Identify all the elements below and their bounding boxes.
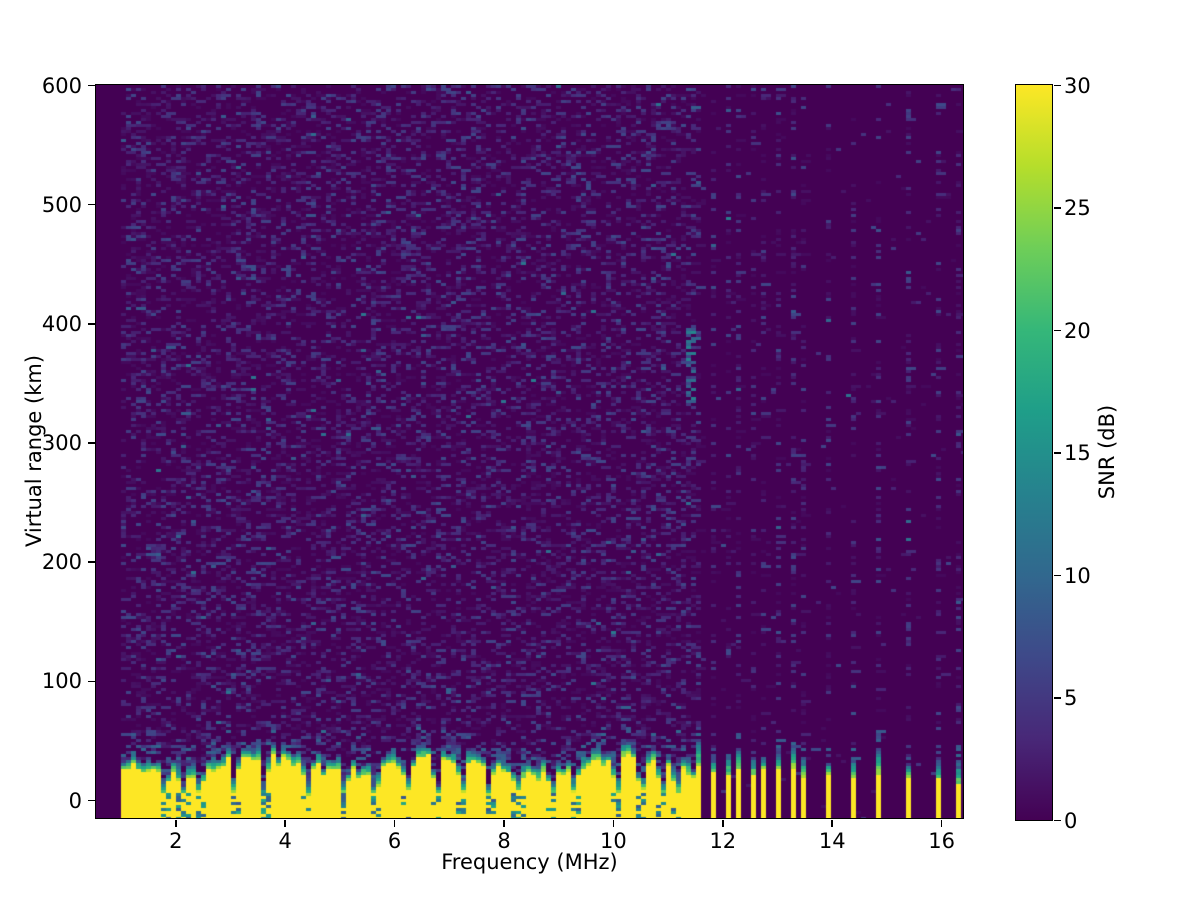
- colorbar-tick-label: 25: [1064, 196, 1091, 220]
- x-tick-label: 6: [387, 829, 402, 853]
- y-axis-label: Virtual range (km): [22, 354, 46, 548]
- colorbar-tick-label: 15: [1064, 441, 1091, 465]
- x-tick-label: 10: [600, 829, 627, 853]
- colorbar-tick-mark: [1054, 329, 1061, 332]
- y-tick-mark: [88, 680, 95, 683]
- y-tick-label: 400: [41, 311, 82, 336]
- colorbar-label: SNR (dB): [1095, 404, 1119, 500]
- colorbar-tick-label: 30: [1064, 73, 1091, 98]
- x-tick-label: 4: [278, 829, 292, 853]
- x-tick-mark: [284, 820, 286, 827]
- x-axis-label: Frequency (MHz): [441, 850, 618, 874]
- y-tick-label: 100: [41, 669, 82, 694]
- x-tick-label: 14: [818, 829, 846, 853]
- x-tick-mark: [722, 820, 724, 827]
- y-tick-label: 600: [41, 73, 82, 98]
- x-tick-mark: [503, 820, 505, 827]
- x-tick-mark: [612, 820, 615, 827]
- x-tick-mark: [831, 820, 833, 827]
- colorbar-gradient: [1016, 85, 1052, 820]
- colorbar-tick-label: 0: [1064, 808, 1078, 833]
- colorbar-tick-mark: [1054, 84, 1061, 87]
- y-tick-mark: [88, 561, 95, 563]
- colorbar-tick-label: 5: [1064, 686, 1078, 710]
- x-tick-mark: [175, 820, 177, 827]
- y-tick-mark: [88, 323, 95, 325]
- y-tick-label: 0: [68, 788, 82, 813]
- y-tick-mark: [88, 84, 95, 87]
- y-tick-mark: [88, 799, 95, 802]
- x-tick-label: 2: [169, 829, 183, 853]
- x-tick-mark: [393, 820, 396, 827]
- ionogram-heatmap-canvas: [96, 85, 963, 818]
- x-tick-mark: [940, 820, 943, 827]
- x-tick-label: 8: [497, 829, 511, 853]
- colorbar-tick-label: 10: [1064, 563, 1091, 588]
- colorbar-tick-label: 20: [1064, 318, 1091, 343]
- x-tick-label: 12: [709, 829, 737, 853]
- colorbar-tick-mark: [1054, 452, 1061, 454]
- colorbar: [1015, 84, 1053, 821]
- y-tick-mark: [88, 203, 95, 206]
- x-tick-label: 16: [928, 829, 955, 853]
- y-tick-label: 300: [41, 431, 82, 456]
- colorbar-tick-mark: [1054, 697, 1061, 699]
- colorbar-tick-mark: [1054, 819, 1061, 822]
- colorbar-tick-mark: [1054, 574, 1061, 577]
- y-tick-label: 500: [41, 192, 82, 217]
- y-tick-mark: [88, 442, 95, 444]
- plot-area: [95, 84, 964, 819]
- y-tick-label: 200: [41, 550, 82, 575]
- colorbar-tick-mark: [1054, 207, 1061, 209]
